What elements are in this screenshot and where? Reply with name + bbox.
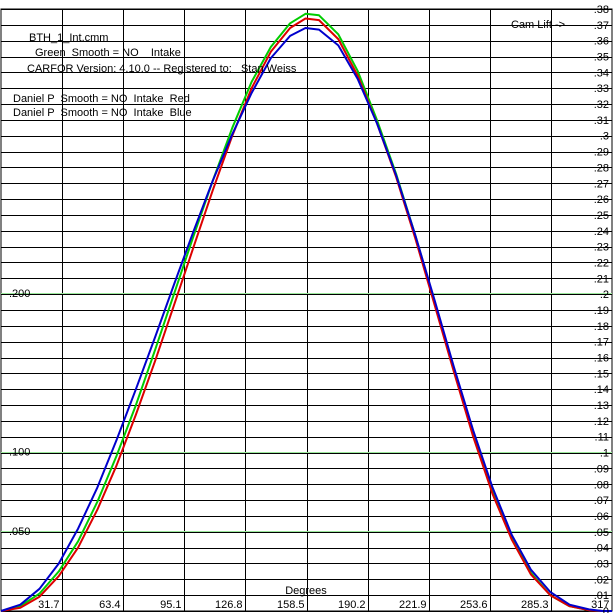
right-tick-label: .33 [594, 83, 609, 95]
right-tick-label: .17 [594, 337, 609, 349]
x-tick-label: 221.9 [399, 599, 427, 611]
grid [0, 8, 613, 612]
left-tick-label: .050 [9, 526, 30, 538]
right-tick-label: .26 [594, 194, 609, 206]
right-tick-label: .07 [594, 495, 609, 507]
x-tick-label: 126.8 [215, 599, 243, 611]
right-tick-label: .31 [594, 115, 609, 127]
info-line: Green Smooth = NO Intake [35, 47, 181, 59]
right-tick-label: .21 [594, 273, 609, 285]
right-tick-label: .35 [594, 52, 609, 64]
right-axis-label: Cam Lift -> [511, 19, 565, 31]
right-tick-label: .24 [594, 226, 609, 238]
right-tick-label: .32 [594, 99, 609, 111]
right-tick-label: .28 [594, 162, 609, 174]
right-tick-label: .27 [594, 178, 609, 190]
x-tick-label: 253.6 [460, 599, 488, 611]
series-line [0, 17, 612, 612]
right-tick-label: .05 [594, 527, 609, 539]
right-tick-label: .13 [594, 400, 609, 412]
x-tick-label: 95.1 [160, 599, 181, 611]
right-tick-label: .14 [594, 384, 609, 396]
right-tick-label: .22 [594, 257, 609, 269]
right-tick-label: .16 [594, 353, 609, 365]
right-tick-label: .06 [594, 511, 609, 523]
right-tick-label: .34 [594, 67, 609, 79]
right-tick-label: .18 [594, 321, 609, 333]
x-tick-label: 285.3 [521, 599, 549, 611]
x-tick-label: 190.2 [338, 599, 366, 611]
right-tick-label: .1 [600, 448, 609, 460]
info-line: CARFOR Version: 4.10.0 -- Registered to:… [27, 63, 297, 75]
series-line [0, 27, 612, 612]
right-tick-label: .37 [594, 20, 609, 32]
right-tick-label: 0 [603, 606, 609, 613]
left-tick-label: .100 [9, 447, 30, 459]
info-line: Daniel P Smooth = NO Intake Red [13, 93, 190, 105]
right-tick-label: .38 [594, 4, 609, 16]
right-tick-label: .36 [594, 36, 609, 48]
x-axis-label: Degrees [285, 585, 327, 597]
right-tick-label: .11 [595, 432, 609, 444]
x-tick-label: 63.4 [99, 599, 120, 611]
right-tick-label: .01 [594, 590, 609, 602]
right-tick-label: .2 [600, 289, 609, 301]
right-tick-label: .23 [594, 242, 609, 254]
right-tick-label: .15 [594, 368, 609, 380]
right-tick-label: .02 [594, 574, 609, 586]
right-tick-label: .3 [600, 131, 609, 143]
right-tick-label: .25 [594, 210, 609, 222]
info-line: BTH_1_Int.cmm [29, 32, 109, 44]
series-lines [0, 12, 612, 612]
x-tick-label: 31.7 [38, 599, 59, 611]
right-tick-label: .19 [594, 305, 609, 317]
x-tick-label: 158.5 [277, 599, 305, 611]
right-tick-label: .08 [594, 479, 609, 491]
tick-labels: 0 .01 .02 .03 .04 .05 .06 .07 .08 .09 .1 .11 .12 .13.… [9, 4, 610, 613]
right-tick-label: .03 [594, 558, 609, 570]
right-tick-label: .04 [594, 543, 609, 555]
left-tick-label: .200 [9, 288, 30, 300]
right-tick-label: .09 [594, 463, 609, 475]
right-tick-label: .29 [594, 147, 609, 159]
x-tick-label: 317 [591, 599, 609, 611]
info-line: Daniel P Smooth = NO Intake Blue [13, 107, 192, 119]
right-tick-label: .12 [594, 416, 609, 428]
